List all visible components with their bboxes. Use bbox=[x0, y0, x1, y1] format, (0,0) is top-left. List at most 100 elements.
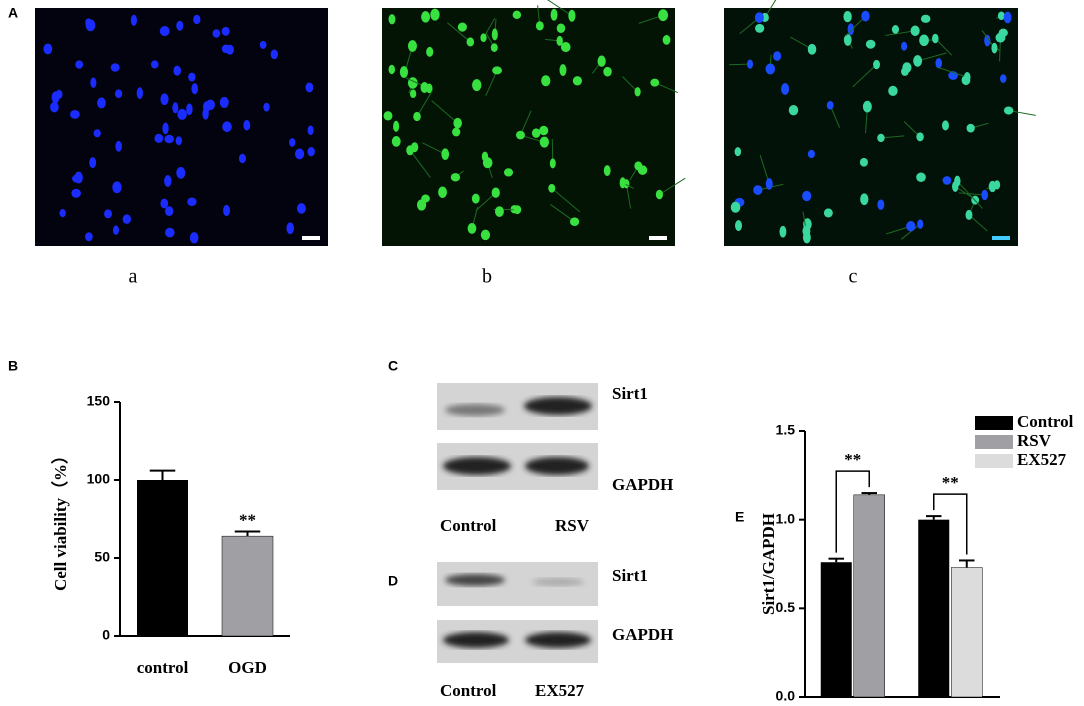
cell bbox=[307, 147, 315, 157]
cell bbox=[513, 205, 522, 215]
cell bbox=[535, 21, 544, 31]
cell bbox=[730, 201, 741, 213]
band-label: Sirt1 bbox=[612, 566, 648, 585]
panel-label: E bbox=[735, 509, 744, 525]
cell bbox=[466, 37, 475, 47]
cell bbox=[188, 72, 196, 82]
neurite bbox=[917, 52, 947, 62]
cell bbox=[788, 104, 799, 116]
cell bbox=[407, 40, 417, 52]
cell bbox=[919, 34, 929, 47]
cell bbox=[202, 107, 209, 120]
cell bbox=[150, 60, 159, 69]
cell bbox=[539, 136, 550, 148]
cell bbox=[457, 22, 467, 32]
legend-swatch bbox=[975, 435, 1013, 449]
cell bbox=[177, 108, 187, 120]
cell bbox=[503, 168, 514, 177]
cell bbox=[753, 185, 763, 195]
neurite bbox=[485, 70, 498, 96]
cell bbox=[193, 14, 201, 25]
cell bbox=[84, 232, 93, 242]
cell bbox=[826, 100, 834, 110]
micrograph bbox=[382, 8, 675, 246]
micrograph bbox=[35, 8, 328, 246]
band bbox=[525, 632, 591, 648]
cell bbox=[559, 64, 567, 76]
cell bbox=[85, 18, 92, 27]
cell bbox=[164, 134, 174, 144]
cell bbox=[453, 117, 462, 129]
cell bbox=[438, 186, 447, 198]
legend-label: EX527 bbox=[1017, 450, 1067, 469]
neurite bbox=[422, 142, 446, 155]
cell bbox=[823, 208, 833, 218]
cell bbox=[619, 177, 626, 189]
cell bbox=[597, 55, 606, 67]
neurite bbox=[659, 177, 686, 195]
cell bbox=[452, 127, 461, 137]
cell bbox=[74, 171, 83, 184]
neurite bbox=[764, 0, 777, 18]
cell bbox=[187, 197, 197, 207]
cell bbox=[71, 188, 81, 198]
cell bbox=[176, 20, 184, 31]
cell bbox=[572, 76, 582, 86]
cell bbox=[307, 125, 314, 136]
cell bbox=[160, 93, 169, 106]
cell bbox=[942, 176, 952, 185]
cell bbox=[480, 229, 491, 241]
annotation: ** bbox=[239, 510, 256, 529]
cell bbox=[916, 172, 926, 182]
panel-label: D bbox=[388, 573, 398, 589]
cell bbox=[219, 96, 229, 109]
cell bbox=[112, 181, 122, 194]
cell bbox=[409, 89, 417, 98]
scale-bar bbox=[649, 236, 667, 240]
cell bbox=[865, 39, 876, 49]
cell bbox=[556, 35, 563, 46]
cell bbox=[165, 227, 175, 238]
neurite bbox=[900, 223, 921, 240]
band bbox=[445, 404, 505, 416]
y-tick-label: 1.5 bbox=[776, 422, 796, 438]
cell bbox=[807, 43, 817, 55]
cell bbox=[843, 10, 852, 23]
cell bbox=[289, 138, 296, 147]
cell bbox=[492, 66, 502, 75]
y-tick-label: 1.0 bbox=[776, 510, 796, 526]
cell bbox=[891, 25, 900, 34]
cell bbox=[223, 204, 231, 217]
cell bbox=[765, 63, 776, 75]
cell bbox=[480, 33, 487, 43]
band bbox=[443, 632, 509, 648]
cell bbox=[212, 29, 221, 38]
cell bbox=[186, 103, 193, 116]
cell bbox=[393, 120, 400, 132]
x-tick-label: control bbox=[137, 658, 189, 677]
neurite bbox=[958, 192, 985, 196]
cell bbox=[603, 165, 611, 177]
cell bbox=[1003, 106, 1014, 115]
cell bbox=[862, 100, 872, 113]
cell bbox=[164, 175, 172, 187]
neurite bbox=[520, 110, 532, 136]
cell bbox=[861, 10, 870, 22]
cell bbox=[910, 25, 920, 37]
legend-label: Control bbox=[1017, 412, 1074, 431]
cell bbox=[173, 65, 182, 76]
cell bbox=[658, 9, 669, 22]
image-caption: c bbox=[849, 266, 858, 288]
cell bbox=[860, 193, 869, 206]
cell bbox=[426, 46, 434, 57]
cell bbox=[51, 91, 60, 104]
cell bbox=[471, 193, 480, 204]
y-tick-label: 0.0 bbox=[776, 688, 796, 704]
cell bbox=[988, 180, 997, 193]
cell bbox=[734, 147, 742, 157]
cell bbox=[263, 102, 270, 112]
band bbox=[524, 397, 592, 415]
lane-label: EX527 bbox=[535, 681, 585, 700]
cell bbox=[995, 32, 1006, 43]
cell bbox=[420, 82, 429, 94]
